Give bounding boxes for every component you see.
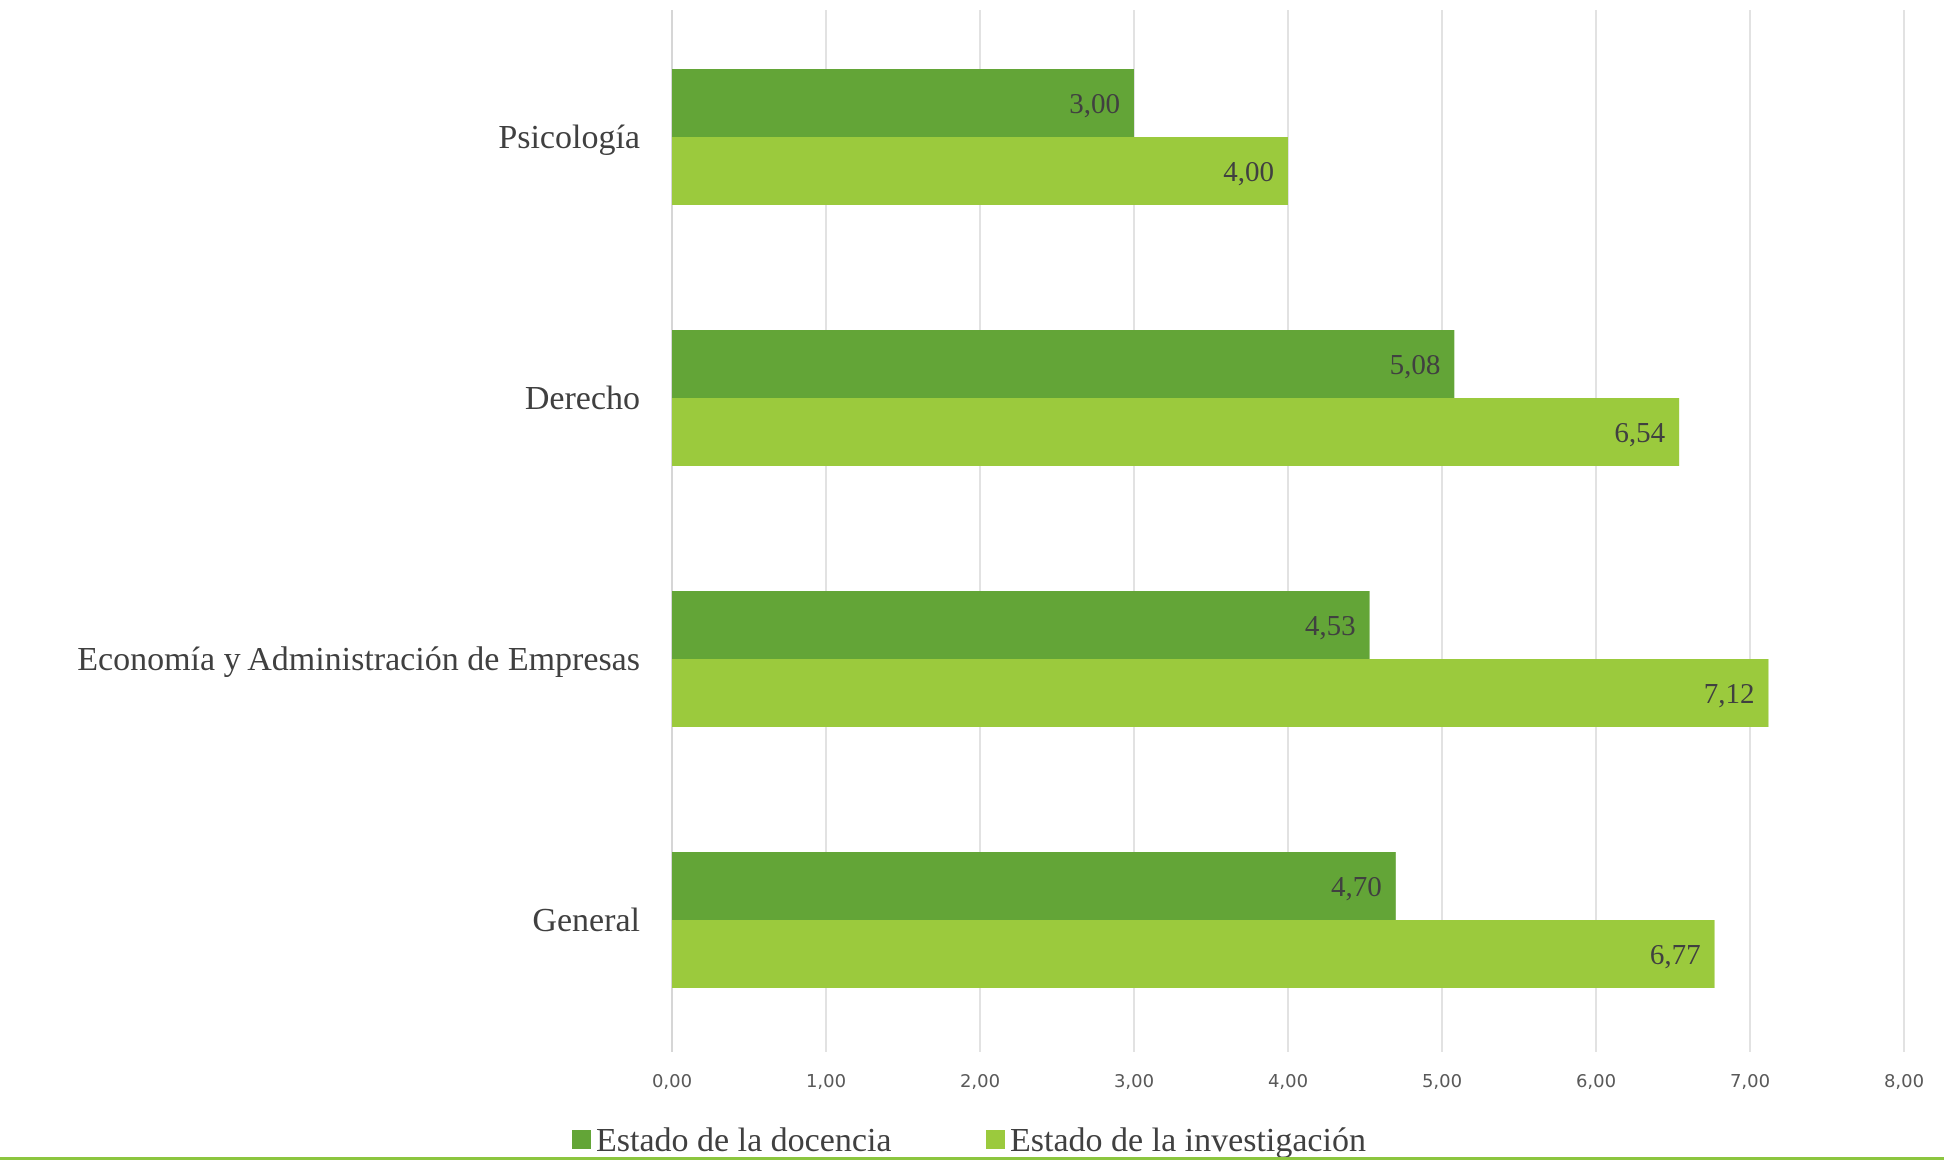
x-tick-label: 5,00 [1422, 1071, 1462, 1092]
bar [672, 137, 1288, 205]
category-label: General [532, 902, 640, 939]
category-label: Economía y Administración de Empresas [77, 641, 640, 678]
data-label: 4,53 [1305, 610, 1356, 642]
category-label: Psicología [498, 119, 640, 156]
legend-label: Estado de la docencia [596, 1122, 891, 1159]
bar [672, 591, 1370, 659]
legend: Estado de la docencia Estado de la invest… [572, 1122, 1366, 1159]
x-tick-label: 3,00 [1114, 1071, 1154, 1092]
x-tick-label: 7,00 [1730, 1071, 1770, 1092]
bar [672, 398, 1680, 466]
bar [672, 920, 1715, 988]
bar [672, 69, 1134, 137]
x-axis-ticks: 0,00 1,00 2,00 3,00 4,00 5,00 6,00 7,00 8,00 [652, 1071, 1924, 1092]
x-tick-label: 1,00 [806, 1071, 846, 1092]
bar [672, 659, 1769, 727]
data-label: 4,70 [1331, 871, 1382, 903]
data-label: 6,77 [1650, 939, 1701, 971]
category-label: Derecho [525, 380, 640, 417]
legend-swatch [986, 1130, 1005, 1149]
bars: 3,00 4,00 5,08 6,54 4,53 7,12 4,70 6,77 [672, 69, 1769, 988]
data-label: 7,12 [1704, 678, 1755, 710]
x-tick-label: 2,00 [960, 1071, 1000, 1092]
legend-label: Estado de la investigación [1010, 1122, 1366, 1159]
bar [672, 330, 1455, 398]
x-tick-label: 4,00 [1268, 1071, 1308, 1092]
data-label: 4,00 [1223, 156, 1274, 188]
data-label: 3,00 [1069, 88, 1120, 120]
category-labels: Psicología Derecho Economía y Administraci… [77, 119, 640, 939]
x-tick-label: 6,00 [1576, 1071, 1616, 1092]
data-label: 6,54 [1614, 417, 1665, 449]
data-label: 5,08 [1390, 349, 1441, 381]
bottom-rule [0, 1157, 1944, 1160]
x-tick-label: 0,00 [652, 1071, 692, 1092]
bar [672, 852, 1396, 920]
legend-swatch [572, 1130, 591, 1149]
x-tick-label: 8,00 [1884, 1071, 1924, 1092]
